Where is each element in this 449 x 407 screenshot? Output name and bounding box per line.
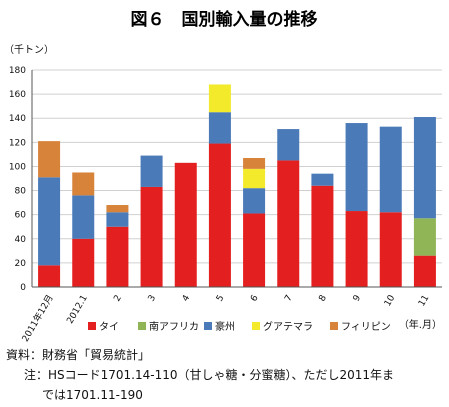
- bar-segment: [72, 172, 95, 196]
- bar-segment: [413, 255, 436, 287]
- legend-label: 南アフリカ: [149, 320, 199, 333]
- y-axis-unit: （千トン）: [4, 44, 54, 56]
- legend-swatch: [88, 322, 96, 330]
- y-tick-label: 40: [15, 235, 27, 245]
- x-tick-label: 10: [383, 293, 398, 308]
- bar-segment: [38, 141, 61, 178]
- bar-segment: [106, 205, 129, 213]
- bar-segment: [243, 188, 266, 214]
- x-tick-label: 2012.1: [65, 294, 89, 326]
- bar-segment: [208, 143, 231, 287]
- bar-segment: [243, 168, 266, 189]
- bar-segment: [140, 186, 163, 287]
- note-line-2: では1701.11-190: [42, 388, 143, 402]
- bar-segment: [208, 112, 231, 144]
- y-tick-label: 100: [9, 162, 26, 172]
- bar-segment: [413, 218, 436, 256]
- legend-label: 豪州: [215, 320, 235, 333]
- legend-label: フィリピン: [341, 321, 391, 333]
- x-tick-label: 6: [249, 293, 261, 303]
- legend-swatch: [330, 322, 338, 330]
- bar-segment: [106, 212, 129, 227]
- bar-segment: [379, 126, 402, 213]
- x-tick-label: 8: [317, 293, 329, 303]
- bar-segment: [345, 211, 368, 287]
- bar-segment: [379, 212, 402, 287]
- legend-swatch: [252, 322, 260, 330]
- bar-segment: [243, 158, 266, 169]
- x-tick-label: 4: [181, 293, 193, 303]
- y-tick-label: 160: [9, 90, 26, 100]
- x-tick-label: 3: [147, 294, 159, 304]
- x-tick-label: 11: [417, 294, 431, 309]
- y-tick-label: 20: [15, 259, 27, 269]
- bar-segment: [38, 265, 61, 287]
- bar-segment: [208, 84, 231, 113]
- bar-segment: [140, 155, 163, 187]
- bar-segment: [72, 238, 95, 287]
- x-tick-label: 5: [215, 294, 227, 304]
- y-tick-label: 180: [9, 66, 26, 76]
- x-tick-label: 9: [352, 293, 364, 303]
- y-tick-label: 60: [15, 211, 27, 221]
- source-note: 資料：財務省「貿易統計」: [6, 348, 151, 362]
- legend: タイ 南アフリカ 豪州 グアテマラ フィリピン: [88, 320, 391, 333]
- y-tick-label: 80: [15, 187, 27, 197]
- x-tick-label: 2: [112, 294, 124, 304]
- bar-segment: [277, 160, 300, 287]
- x-tick-label: 7: [283, 294, 295, 304]
- bar-segment: [311, 173, 334, 186]
- bar-segment: [72, 195, 95, 239]
- bar-segment: [311, 185, 334, 287]
- y-tick-label: 120: [9, 138, 26, 148]
- note-line-1: 注：HSコード1701.14-110（甘しゃ糖・分蜜糖）、ただし2011年ま: [24, 368, 395, 382]
- bar-segment: [413, 117, 436, 219]
- bar-segment: [38, 177, 61, 266]
- bar-segment: [243, 213, 266, 287]
- y-tick-label: 0: [20, 283, 26, 293]
- x-tick-label: 2011年12月: [19, 293, 56, 344]
- x-axis-unit: （年.月）: [399, 318, 442, 331]
- legend-label: グアテマラ: [263, 320, 313, 333]
- bars: [38, 84, 436, 287]
- bar-segment: [106, 226, 129, 287]
- bar-segment: [345, 123, 368, 212]
- chart-title: 図６ 国別輸入量の推移: [131, 9, 318, 30]
- legend-swatch: [204, 322, 212, 330]
- bar-segment: [174, 162, 197, 287]
- y-tick-label: 140: [9, 114, 26, 124]
- bar-segment: [277, 129, 300, 161]
- legend-label: タイ: [99, 321, 119, 333]
- legend-swatch: [138, 322, 146, 330]
